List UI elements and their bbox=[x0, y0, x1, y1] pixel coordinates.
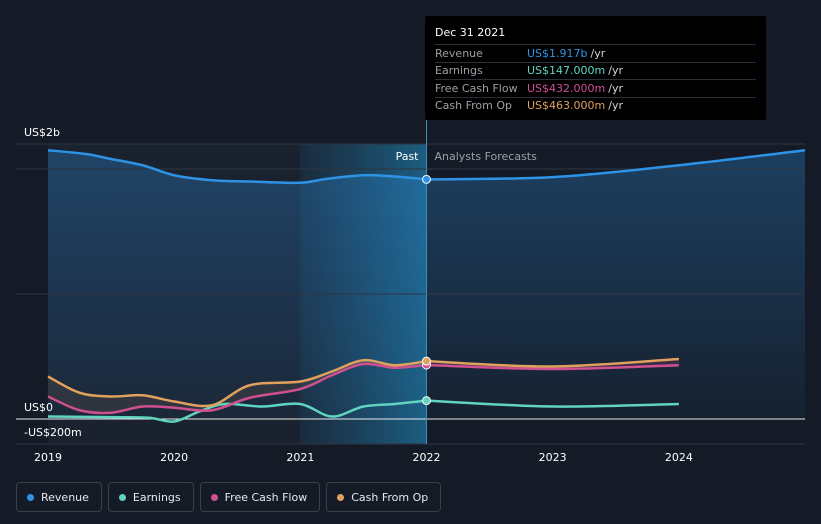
series-line-past bbox=[47, 362, 427, 415]
series-point bbox=[422, 396, 431, 406]
tooltip-date: Dec 31 2021 bbox=[435, 26, 506, 39]
y-tick-label: US$2b bbox=[24, 126, 60, 139]
x-tick-label: 2022 bbox=[413, 451, 441, 464]
tooltip-value: US$1.917b bbox=[527, 46, 588, 60]
tooltip-value: US$147.000m bbox=[527, 64, 606, 78]
legend-item-revenue[interactable]: Revenue bbox=[16, 482, 102, 512]
legend-item-free-cash-flow[interactable]: Free Cash Flow bbox=[199, 482, 321, 512]
legend-label: Earnings bbox=[132, 490, 181, 504]
tooltip-unit: /yr bbox=[590, 46, 606, 60]
series-line-forecast bbox=[426, 399, 679, 408]
past-label: Past bbox=[396, 150, 420, 163]
legend-item-earnings[interactable]: Earnings bbox=[107, 482, 194, 512]
legend-item-cash-from-op[interactable]: Cash From Op bbox=[326, 482, 442, 512]
legend-dot-icon bbox=[27, 493, 34, 501]
legend-dot-icon bbox=[118, 493, 126, 501]
past-cashflow-band bbox=[48, 360, 427, 414]
tooltip: Dec 31 2021 Revenue US$1.917b /yr Earnin… bbox=[425, 16, 766, 120]
legend-dot-icon bbox=[210, 493, 218, 501]
x-tick-label: 2020 bbox=[160, 451, 188, 464]
tooltip-unit: /yr bbox=[608, 64, 623, 78]
legend: Revenue Earnings Free Cash Flow Cash Fro… bbox=[16, 482, 442, 512]
y-tick-label: -US$200m bbox=[24, 426, 82, 439]
tooltip-row-earnings: Earnings US$147.000m /yr bbox=[435, 61, 756, 80]
tooltip-label: Earnings bbox=[435, 64, 483, 78]
tooltip-value: US$463.000m bbox=[527, 99, 606, 113]
x-tick-label: 2023 bbox=[539, 451, 567, 464]
tooltip-unit: /yr bbox=[608, 99, 623, 113]
series-line-past bbox=[47, 149, 427, 185]
series-line-forecast bbox=[426, 149, 806, 181]
series-line-past bbox=[47, 358, 427, 408]
tooltip-unit: /yr bbox=[608, 81, 623, 95]
x-tick-label: 2019 bbox=[34, 451, 62, 464]
tooltip-label: Free Cash Flow bbox=[435, 81, 518, 95]
series-point bbox=[422, 174, 431, 184]
tooltip-row-cash-from-op: Cash From Op US$463.000m /yr bbox=[435, 96, 756, 115]
x-tick-label: 2024 bbox=[665, 451, 693, 464]
x-tick-label: 2021 bbox=[286, 451, 314, 464]
forecast-label: Analysts Forecasts bbox=[435, 150, 538, 163]
tooltip-label: Revenue bbox=[435, 46, 483, 60]
series-line-forecast bbox=[426, 363, 679, 371]
legend-label: Free Cash Flow bbox=[224, 490, 308, 504]
legend-label: Revenue bbox=[41, 490, 89, 504]
y-tick-label: US$0 bbox=[24, 401, 53, 414]
series-line-past bbox=[47, 399, 427, 423]
legend-dot-icon bbox=[337, 493, 345, 501]
tooltip-row-revenue: Revenue US$1.917b /yr bbox=[435, 44, 756, 62]
series-point bbox=[422, 356, 431, 366]
tooltip-row-free-cash-flow: Free Cash Flow US$432.000m /yr bbox=[435, 79, 756, 97]
tooltip-label: Cash From Op bbox=[435, 99, 513, 113]
tooltip-value: US$432.000m bbox=[527, 81, 606, 95]
legend-label: Cash From Op bbox=[351, 490, 429, 504]
series-line-forecast bbox=[426, 357, 679, 368]
